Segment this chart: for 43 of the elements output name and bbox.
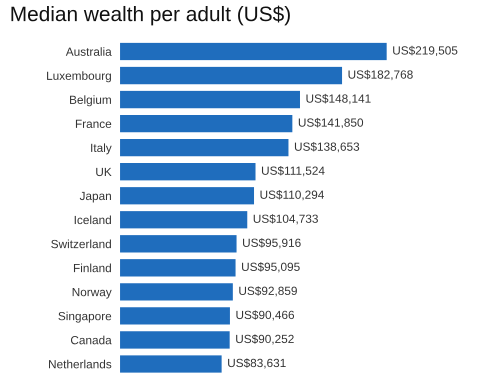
bar xyxy=(120,163,256,180)
data-label: US$111,524 xyxy=(262,166,325,176)
y-tick-label: Luxembourg xyxy=(47,71,111,82)
bar xyxy=(120,42,387,60)
bar xyxy=(120,259,236,276)
y-tick-label: Netherlands xyxy=(49,360,112,368)
y-tick-label: Iceland xyxy=(74,215,111,224)
data-label: US$90,252 xyxy=(236,334,294,345)
chart-title: Median wealth per adult (US$) xyxy=(11,6,290,26)
data-label: US$95,916 xyxy=(243,238,301,248)
y-tick-label: Singapore xyxy=(58,312,112,323)
bar xyxy=(120,307,230,325)
bar xyxy=(120,114,292,132)
data-label: US$90,466 xyxy=(236,310,294,320)
data-label: US$83,631 xyxy=(228,358,286,369)
data-label: US$182,768 xyxy=(348,70,413,80)
bar xyxy=(120,283,233,301)
bar xyxy=(120,90,300,108)
data-label: US$110,294 xyxy=(260,190,324,200)
bar xyxy=(120,138,288,156)
y-tick-label: Italy xyxy=(91,143,112,154)
y-tick-label: Canada xyxy=(70,336,112,344)
data-label: US$104,733 xyxy=(254,214,318,224)
y-tick-label: France xyxy=(76,120,112,128)
y-tick-label: Switzerland xyxy=(51,240,111,248)
bar xyxy=(120,355,222,373)
data-label: US$95,095 xyxy=(242,262,300,272)
bar xyxy=(120,235,237,252)
y-tick-label: UK xyxy=(96,168,112,176)
y-tick-label: Finland xyxy=(74,264,111,272)
data-label: US$138,653 xyxy=(294,142,360,152)
y-tick-label: Australia xyxy=(66,47,112,56)
y-tick-label: Norway xyxy=(72,288,112,299)
data-label: US$92,859 xyxy=(239,286,297,296)
bar xyxy=(120,331,230,349)
y-tick-label: Belgium xyxy=(70,95,111,106)
bar xyxy=(120,66,342,84)
data-label: US$148,141 xyxy=(306,94,371,104)
data-label: US$141,850 xyxy=(298,118,364,128)
data-label: US$219,505 xyxy=(393,46,458,56)
bar xyxy=(120,187,254,204)
y-tick-label: Japan xyxy=(80,192,111,202)
bar xyxy=(120,211,248,228)
